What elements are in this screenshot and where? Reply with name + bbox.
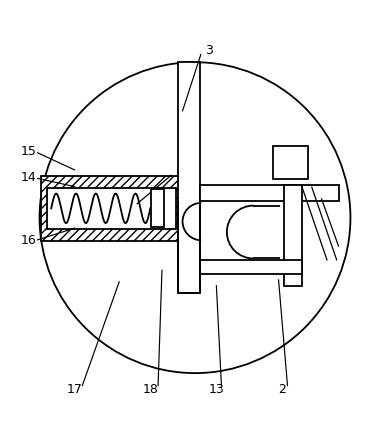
Bar xyxy=(41,176,181,240)
Bar xyxy=(273,146,308,179)
Text: 16: 16 xyxy=(21,235,37,248)
Text: 15: 15 xyxy=(21,145,37,158)
Text: 17: 17 xyxy=(67,384,82,396)
Bar xyxy=(200,261,302,274)
Bar xyxy=(151,189,163,228)
Text: 13: 13 xyxy=(209,384,224,396)
Text: 14: 14 xyxy=(21,171,37,184)
Bar xyxy=(200,185,339,201)
Text: 2: 2 xyxy=(278,384,286,396)
Bar xyxy=(47,188,176,229)
Bar xyxy=(177,62,200,293)
Bar xyxy=(284,185,302,286)
Text: 3: 3 xyxy=(205,44,213,57)
Text: 18: 18 xyxy=(142,384,158,396)
